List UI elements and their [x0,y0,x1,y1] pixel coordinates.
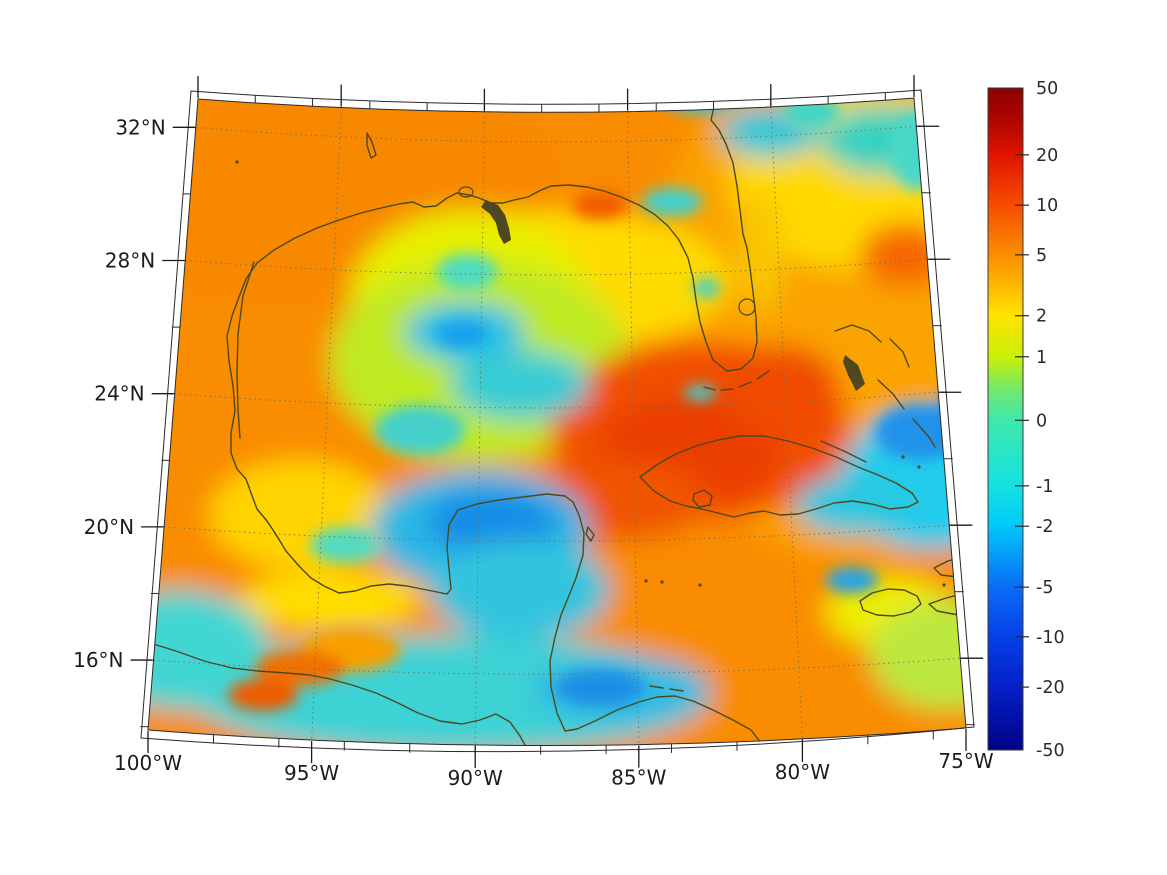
colorbar-tick-label: 10 [1036,196,1058,216]
field-region-cyan-west-blob [375,405,465,455]
lon-tick-label: 75°W [938,749,993,773]
coastline [149,106,966,746]
colorbar-tick-label: 5 [1036,246,1047,266]
lon-tick-label: 85°W [611,766,666,790]
field-region-keys-cyan-speck [684,385,716,401]
field-region-nw-jamaica-cold-spot [826,567,878,593]
lake-okeechobee [738,298,756,316]
field-region-campeche-coast-yellow [240,572,420,628]
axis-ticks [130,75,984,769]
coastline-path-4 [692,489,713,508]
lat-tick-label: 16°N [73,648,123,672]
islet-speck [945,467,949,471]
islet-speck [660,580,664,584]
map-outer-border [140,89,975,753]
field-region-honduras-cold-core [555,670,645,706]
field-region-campeche-bank-cold-core [427,490,557,554]
field-region-south-bay-cool [430,540,610,640]
field-region-right-edge-cold [940,373,966,463]
colorbar-tick-label: 1 [1036,348,1047,368]
coastline-path-16 [366,132,377,159]
field-region-panhandle-cyan-spot [642,188,702,216]
islet-speck [235,160,239,164]
andros-island [843,355,865,391]
lon-tick-label: 90°W [448,766,503,790]
field-region-pacific-coast-warm-core [228,679,298,711]
colorbar-tick-label: 0 [1036,411,1047,431]
colorbar-tick-label: 20 [1036,146,1058,166]
meridian-80W [770,106,803,739]
islet-speck [901,455,905,459]
field-region-top-turquoise-spot [784,98,840,128]
field-region-bottom-left-cool [148,590,270,710]
coastline-path-3 [639,435,919,518]
parallel-32N [195,125,917,143]
field-region-se-corner-green [870,600,966,710]
lon-tick-label: 80°W [775,760,830,784]
colorbar-tick-label: -20 [1036,678,1065,698]
mississippi-delta [481,200,511,244]
parallel-24N [174,391,939,409]
lon-tick-label: 100°W [114,751,182,775]
lat-tick-label: 32°N [115,115,165,139]
coastline-path-2 [703,370,770,391]
coastline-path-13 [149,642,527,746]
meridian-90W [474,111,485,746]
parallel-16N [153,657,961,675]
meridian-85W [627,111,640,745]
axis-labels: 100°W 95°W 90°W 85°W 80°W 75°W 32°N 28°N 24°N 20°… [73,115,994,790]
field-region-north-green-cyan-spot [437,254,497,290]
colorbar-tick-label: -5 [1036,578,1053,598]
field-region-tampa-cyan-speck [692,278,720,298]
colorbar-tick-label: -10 [1036,628,1065,648]
coastline-path-11 [877,379,905,410]
islet-speck [917,465,921,469]
coastline-path-5 [820,440,867,463]
colorbar-tick-label: 50 [1036,79,1058,99]
colorbar-gradient-bar [987,87,1024,751]
coastline-path-10 [889,338,910,368]
field-region-se-cuba-cool [795,475,915,535]
coastline-path-8 [928,592,966,617]
coastline-path-15 [649,685,684,692]
field-region-warm-ne-of-cuba [720,345,840,435]
coastline-path-12 [912,418,936,448]
field-region-central-blue-core [437,321,487,347]
field-region-delta-east-warm-spot [572,191,628,219]
lat-tick-label: 28°N [105,248,155,272]
coastline-filled-features [235,160,958,587]
colorbar-tick-label: -2 [1036,517,1053,537]
lat-tick-label: 24°N [94,382,144,406]
coastline-path-14 [585,526,595,542]
meridian-95W [311,107,342,741]
coastline-path-6 [859,588,922,617]
field-layer [148,98,966,746]
field-region-west-cyan-spot [310,527,380,563]
islet-speck [942,583,946,587]
coastline-path-9 [834,324,882,343]
islet-speck [950,496,954,500]
islet-speck [644,579,648,583]
colorbar-tick-label: -50 [1036,741,1065,761]
coastline-path-1 [236,261,255,439]
graticule [153,106,961,746]
coastline-path-0 [226,106,762,744]
colorbar-tick-label: -1 [1036,477,1053,497]
field-region-georgia-top-cool [660,98,740,113]
lat-tick-label: 20°N [84,515,134,539]
islet-speck [954,474,958,478]
field-region-central-cyan-south [450,350,590,420]
parallel-28N [185,258,928,276]
lake-pontchartrain [458,186,474,198]
colorbar-tick-label: 2 [1036,307,1047,327]
lon-tick-label: 95°W [284,761,339,785]
islet-speck [698,583,702,587]
